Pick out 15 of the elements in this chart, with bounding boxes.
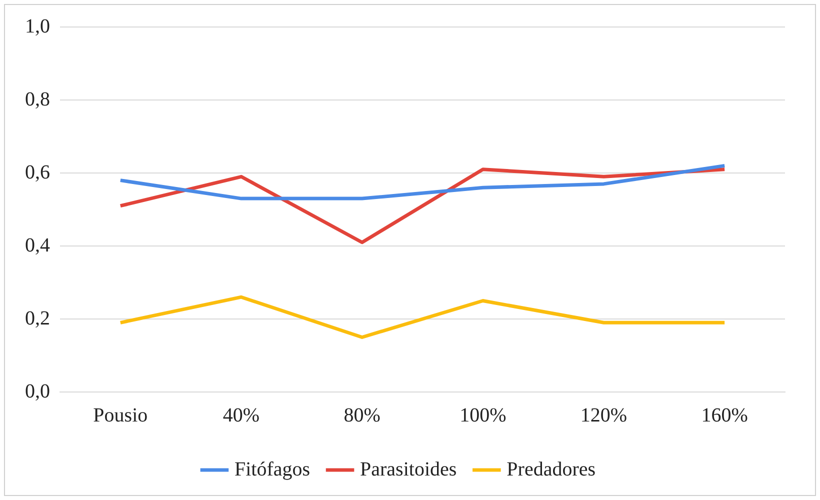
legend-label: Parasitoides (360, 458, 457, 480)
y-tick-label: 0,4 (25, 234, 50, 256)
x-tick-label: 100% (460, 404, 506, 426)
x-tick-label: 120% (580, 404, 628, 426)
x-tick-label: 160% (701, 404, 748, 426)
y-tick-label: 0,0 (25, 380, 50, 402)
legend-label: Fitófagos (234, 458, 310, 480)
x-tick-label: Pousio (93, 404, 148, 426)
y-tick-label: 0,2 (25, 307, 50, 330)
legend-label: Predadores (506, 458, 596, 480)
x-tick-label: 80% (344, 404, 380, 426)
y-tick-label: 0,8 (25, 88, 50, 110)
y-tick-label: 1,0 (25, 15, 50, 38)
y-tick-label: 0,6 (25, 161, 50, 184)
x-tick-label: 40% (222, 404, 260, 426)
